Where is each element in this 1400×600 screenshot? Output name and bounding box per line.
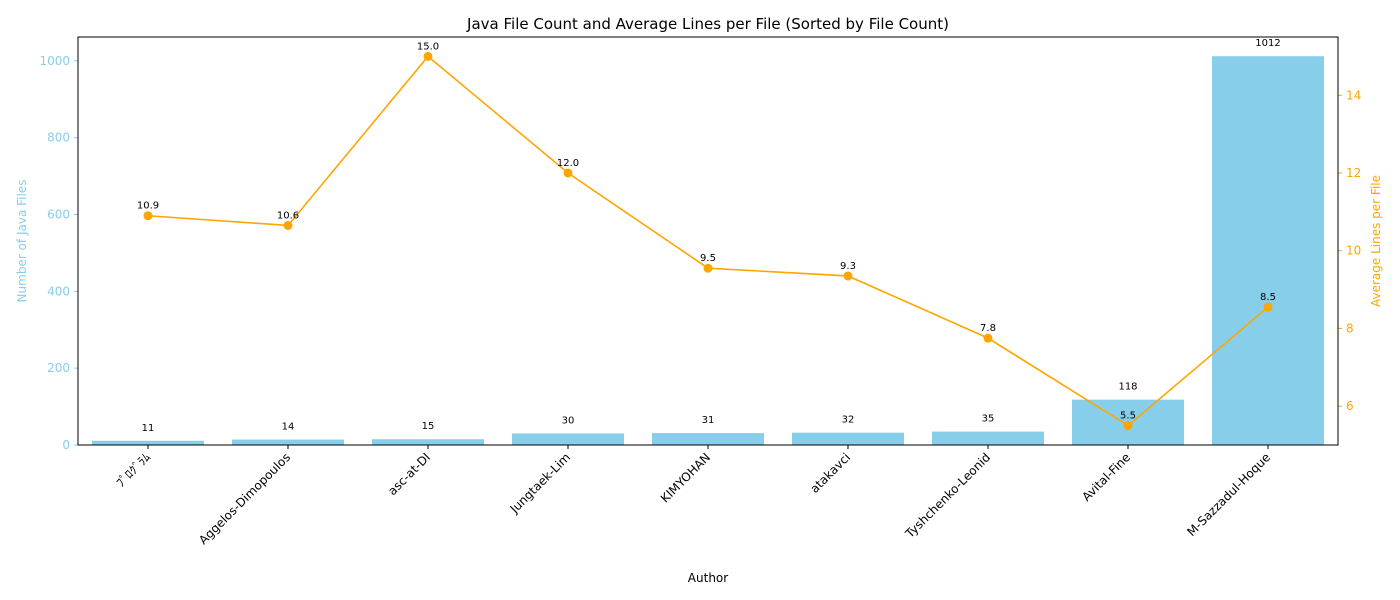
line-value-label: 10.9 bbox=[137, 201, 159, 212]
left-tick-label: 600 bbox=[47, 207, 70, 221]
bar bbox=[92, 440, 204, 445]
bar bbox=[232, 439, 344, 445]
line-point bbox=[843, 271, 853, 281]
x-tick-label: Tyshchenko-Leonid bbox=[902, 450, 993, 541]
line-path bbox=[147, 55, 1269, 427]
x-tick-label: Jungtaek-Lim bbox=[507, 450, 573, 516]
right-tick-label: 10 bbox=[1346, 244, 1361, 258]
x-tick-label: atakavci bbox=[807, 450, 853, 496]
bar bbox=[792, 432, 904, 445]
bar bbox=[1212, 56, 1324, 445]
chart-title: Java File Count and Average Lines per Fi… bbox=[466, 15, 949, 33]
line-value-label: 12.0 bbox=[557, 158, 579, 169]
line-value-label: 9.5 bbox=[700, 253, 716, 264]
x-tick-label: Aggelos-Dimopoulos bbox=[196, 450, 293, 547]
line-point bbox=[143, 211, 153, 221]
line-value-label: 15.0 bbox=[417, 41, 439, 52]
right-tick-label: 14 bbox=[1346, 88, 1361, 102]
x-tick-label: asc-at-DI bbox=[385, 450, 433, 498]
line-value-label: 5.5 bbox=[1120, 411, 1136, 422]
bar-value-label: 35 bbox=[982, 414, 995, 425]
left-y-axis-label: Number of Java Files bbox=[15, 180, 29, 303]
x-tick-label: Avital-Fine bbox=[1079, 450, 1133, 504]
right-tick-label: 8 bbox=[1346, 321, 1354, 335]
bar-value-label: 30 bbox=[562, 415, 575, 426]
bar bbox=[932, 431, 1044, 445]
line-point bbox=[1123, 421, 1133, 431]
bar bbox=[512, 433, 624, 445]
left-tick-label: 200 bbox=[47, 361, 70, 375]
line-value-label: 10.6 bbox=[277, 210, 299, 221]
right-tick-label: 12 bbox=[1346, 166, 1361, 180]
right-tick-label: 6 bbox=[1346, 399, 1354, 413]
x-tick-label: M-Sazzadul-Hoque bbox=[1184, 450, 1273, 539]
bar-value-label: 14 bbox=[282, 422, 295, 433]
line-point bbox=[423, 51, 433, 61]
x-axis-label: Author bbox=[688, 571, 728, 585]
line-point bbox=[563, 168, 573, 178]
right-y-axis: 6 8 10 12 14 bbox=[1338, 88, 1361, 413]
line-series: 10.9 10.6 15.0 12.0 9.5 9.3 7.8 5.5 8.5 bbox=[137, 41, 1276, 431]
line-point bbox=[1263, 302, 1273, 312]
right-y-axis-label: Average Lines per File bbox=[1369, 175, 1383, 307]
line-point bbox=[703, 263, 713, 273]
x-tick-label: KIMYOHAN bbox=[658, 450, 713, 505]
bar-series: 11 14 15 30 31 32 35 118 1012 bbox=[92, 38, 1324, 445]
bar-value-label: 11 bbox=[142, 423, 155, 434]
line-value-label: 7.8 bbox=[980, 323, 996, 334]
left-tick-label: 400 bbox=[47, 284, 70, 298]
bar bbox=[372, 439, 484, 445]
bar bbox=[652, 433, 764, 445]
line-point bbox=[283, 220, 293, 230]
x-tick-label: ﾌﾟﾛｸﾞﾗﾑ bbox=[114, 450, 154, 490]
left-tick-label: 0 bbox=[62, 438, 70, 452]
left-tick-label: 1000 bbox=[39, 54, 70, 68]
bar-value-label: 118 bbox=[1118, 382, 1137, 393]
left-tick-label: 800 bbox=[47, 131, 70, 145]
x-axis: ﾌﾟﾛｸﾞﾗﾑ Aggelos-Dimopoulos asc-at-DI Jungta… bbox=[114, 445, 1273, 547]
plot-frame bbox=[77, 36, 1339, 446]
bar-value-label: 1012 bbox=[1255, 38, 1280, 49]
line-value-label: 8.5 bbox=[1260, 292, 1276, 303]
line-value-label: 9.3 bbox=[840, 261, 856, 272]
bar-value-label: 32 bbox=[842, 415, 855, 426]
line-point bbox=[983, 333, 993, 343]
left-y-axis: 0 200 400 600 800 1000 bbox=[39, 54, 78, 452]
bar-value-label: 31 bbox=[702, 415, 715, 426]
bar-value-label: 15 bbox=[422, 421, 435, 432]
